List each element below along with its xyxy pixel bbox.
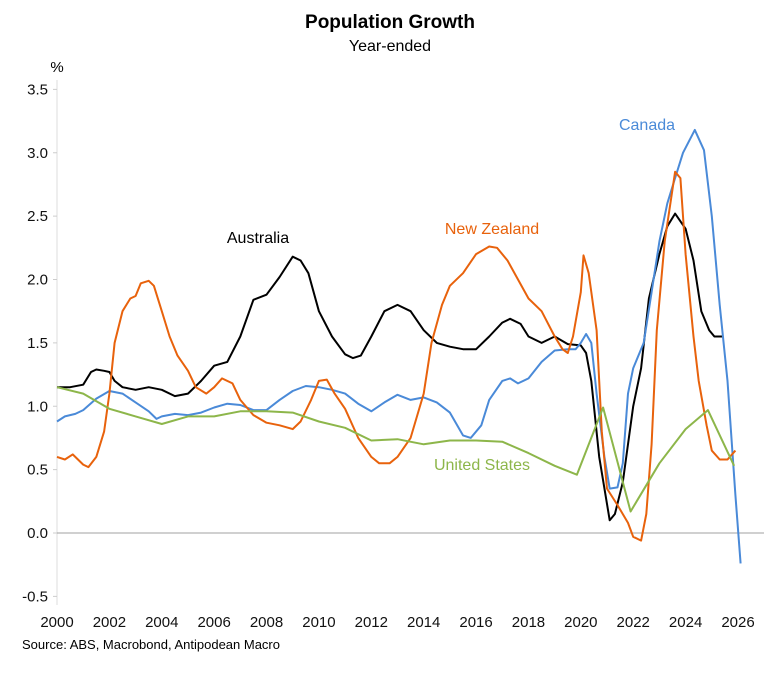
chart-title: Population Growth: [305, 12, 475, 33]
y-tick-label: 2.5: [27, 208, 48, 225]
series-label-united-states: United States: [434, 457, 530, 474]
y-tick-label: 0.5: [27, 462, 48, 479]
x-tick-label: 2016: [459, 614, 492, 631]
x-tick-label: 2000: [40, 614, 73, 631]
source-note: Source: ABS, Macrobond, Antipodean Macro: [22, 637, 280, 652]
y-tick-label: 1.0: [27, 398, 48, 415]
y-tick-label: 3.5: [27, 81, 48, 98]
x-tick-label: 2026: [721, 614, 754, 631]
y-tick-label: 2.0: [27, 272, 48, 289]
series-line-canada: [56, 128, 742, 564]
x-tick-label: 2022: [617, 614, 650, 631]
series-line-australia: [57, 212, 723, 522]
series-line-new-zealand: [56, 170, 737, 542]
y-tick-label: 1.5: [27, 335, 48, 352]
x-tick-label: 2012: [355, 614, 388, 631]
y-axis-unit: %: [50, 59, 63, 76]
y-tick-label: -0.5: [22, 588, 48, 605]
x-tick-label: 2018: [512, 614, 545, 631]
chart-subtitle: Year-ended: [349, 38, 431, 55]
x-tick-label: 2008: [250, 614, 283, 631]
x-tick-label: 2024: [669, 614, 702, 631]
series-label-new-zealand: New Zealand: [445, 221, 539, 238]
series-label-canada: Canada: [619, 117, 675, 134]
y-tick-label: 0.0: [27, 525, 48, 542]
x-tick-label: 2004: [145, 614, 178, 631]
x-tick-label: 2002: [93, 614, 126, 631]
series-label-australia: Australia: [227, 230, 289, 247]
y-tick-label: 3.0: [27, 145, 48, 162]
x-tick-label: 2014: [407, 614, 440, 631]
series-line-united-states: [56, 386, 736, 513]
x-tick-label: 2010: [302, 614, 335, 631]
x-tick-label: 2020: [564, 614, 597, 631]
x-tick-label: 2006: [197, 614, 230, 631]
